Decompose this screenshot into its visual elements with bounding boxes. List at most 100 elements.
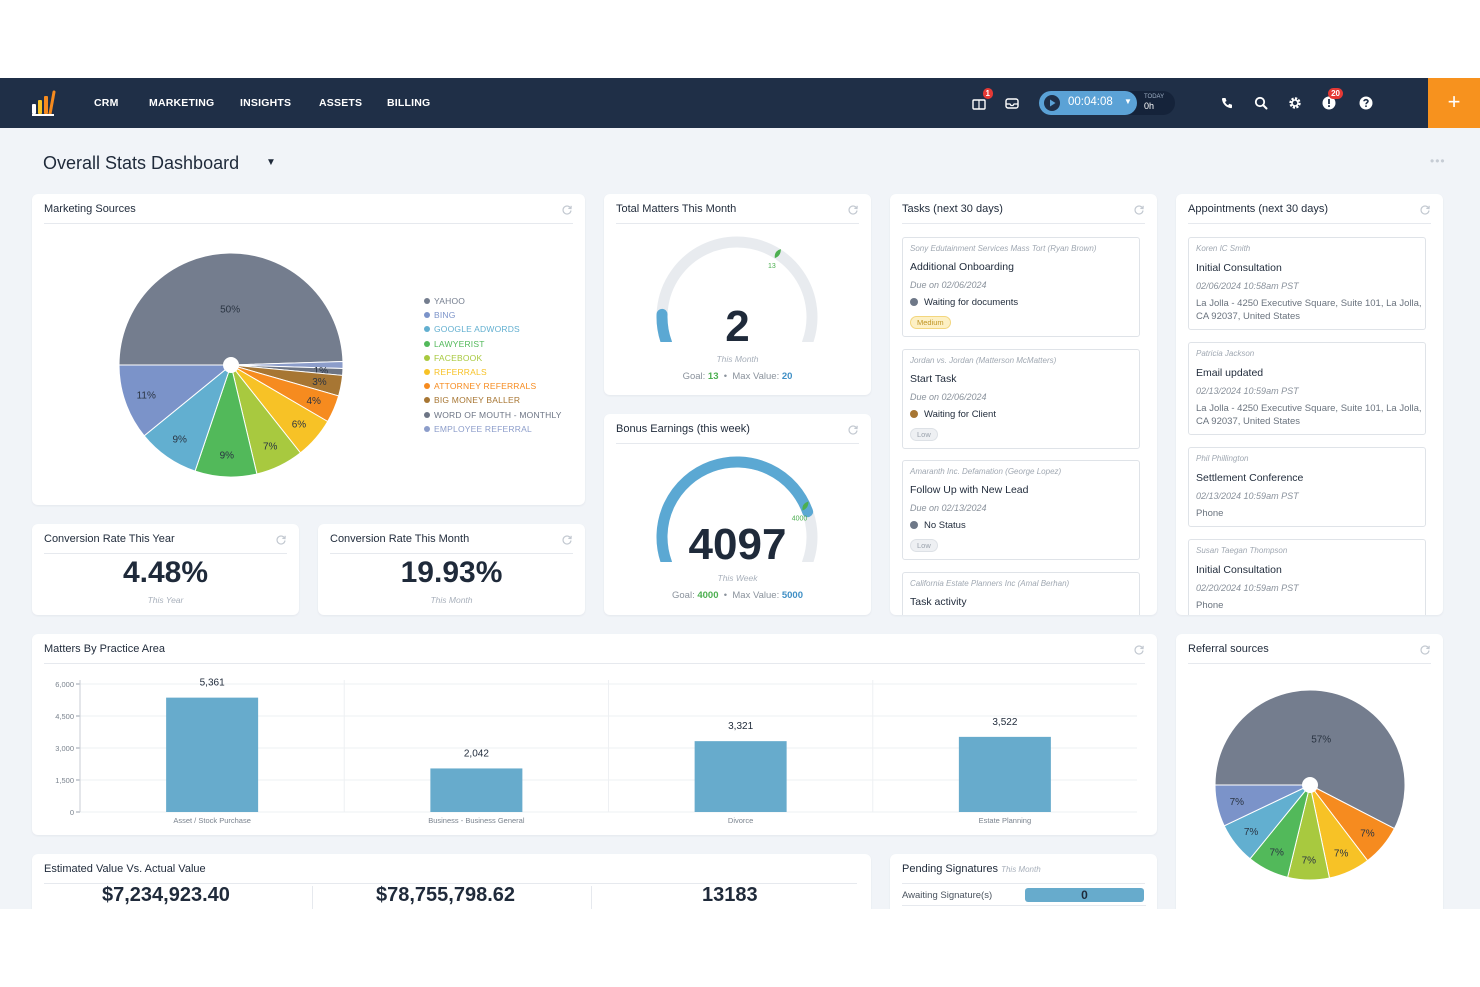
bonus-earnings-goal-line: Goal: 4000 • Max Value: 5000 (672, 590, 803, 601)
legend-dot-icon (424, 425, 430, 432)
appointment-date: 02/13/2024 10:59am PST (1196, 491, 1299, 501)
task-matter: Jordan vs. Jordan (Matterson McMatters) (910, 356, 1057, 365)
task-item[interactable]: Sony Edutainment Services Mass Tort (Rya… (902, 237, 1140, 337)
task-status: Waiting for documents (910, 297, 1018, 308)
alerts-badge: 20 (1328, 88, 1343, 99)
notifications-icon[interactable]: 1 (970, 88, 993, 112)
refresh-icon[interactable] (847, 423, 859, 435)
legend-item[interactable]: WORD OF MOUTH - MONTHLY (424, 410, 562, 424)
timer-today-label: TODAY (1144, 94, 1165, 100)
nav-crm[interactable]: CRM (94, 97, 119, 109)
app-logo[interactable] (30, 88, 58, 118)
divider (44, 553, 287, 554)
signature-row: 0 (902, 907, 1146, 909)
appointment-date: 02/13/2024 10:59am PST (1196, 386, 1299, 396)
timer-pill[interactable]: 00:04:08 ▼ (1039, 91, 1137, 115)
total-matters-value: 2 (725, 302, 750, 351)
y-tick-label: 4,500 (55, 712, 74, 721)
conversion-year-sub: This Year (147, 595, 184, 605)
pie-slice-label: 7% (1230, 797, 1245, 808)
time-tracker[interactable]: 00:04:08 ▼ TODAY 0h (1039, 91, 1175, 115)
appointment-item[interactable]: Patricia Jackson Email updated 02/13/202… (1188, 342, 1426, 435)
pie-slice-7[interactable] (1214, 784, 1311, 827)
legend-item[interactable]: REFERRALS (424, 367, 562, 381)
bar-1[interactable] (166, 697, 259, 812)
legend-item[interactable]: BIG MONEY BALLER (424, 395, 562, 409)
legend-item[interactable]: FACEBOOK (424, 353, 562, 367)
refresh-icon[interactable] (847, 203, 859, 215)
bar-4[interactable] (958, 736, 1051, 812)
appointment-item[interactable]: Susan Taegan Thompson Initial Consultati… (1188, 539, 1426, 615)
card-title: Conversion Rate This Month (330, 533, 470, 545)
estimated-value: $7,234,923.40 (102, 884, 230, 906)
refresh-icon[interactable] (1419, 203, 1431, 215)
bonus-earnings-value: 4097 (688, 520, 787, 569)
task-item[interactable]: Amaranth Inc. Defamation (George Lopez) … (902, 460, 1140, 560)
refresh-icon[interactable] (1419, 643, 1431, 655)
add-new-button[interactable]: + (1428, 78, 1480, 128)
legend-item[interactable]: ATTORNEY REFERRALS (424, 381, 562, 395)
conversion-year-card: Conversion Rate This Year 4.48% This Yea… (32, 524, 299, 615)
nav-insights[interactable]: INSIGHTS (240, 97, 292, 109)
legend-label: LAWYERIST (434, 338, 485, 349)
legend-item[interactable]: BING (424, 310, 562, 324)
total-matters-sub: This Month (716, 354, 759, 364)
pie-slice-label: 7% (1334, 849, 1349, 860)
goal-marker-icon (802, 501, 809, 511)
priority-badge: Low (910, 539, 938, 552)
help-icon[interactable] (1357, 94, 1375, 112)
nav-billing[interactable]: BILLING (387, 97, 431, 109)
task-item[interactable]: Jordan vs. Jordan (Matterson McMatters) … (902, 349, 1140, 449)
legend-item[interactable]: YAHOO (424, 296, 562, 310)
priority-badge: Medium (910, 316, 951, 329)
legend-label: EMPLOYEE REFERRAL (434, 423, 532, 434)
gear-icon[interactable] (1286, 94, 1304, 112)
appointment-date: 02/06/2024 10:58am PST (1196, 281, 1299, 291)
legend-item[interactable]: LAWYERIST (424, 339, 562, 353)
y-tick-label: 6,000 (55, 680, 74, 689)
divider (616, 443, 859, 444)
pie-slice-1[interactable] (118, 252, 344, 366)
appointment-item[interactable]: Phil Phillington Settlement Conference 0… (1188, 447, 1426, 527)
chevron-down-icon[interactable]: ▼ (266, 157, 276, 168)
nav-assets[interactable]: ASSETS (319, 97, 363, 109)
appointment-date: 02/20/2024 10:59am PST (1196, 583, 1299, 593)
legend-item[interactable]: GOOGLE ADWORDS (424, 324, 562, 338)
bar-value-label: 5,361 (200, 678, 225, 689)
signature-count-bar[interactable]: 0 (1025, 888, 1144, 902)
notifications-badge: 1 (982, 88, 993, 99)
legend-label: GOOGLE ADWORDS (434, 324, 520, 335)
inbox-icon[interactable] (1003, 94, 1021, 112)
legend-item[interactable]: EMPLOYEE REFERRAL (424, 424, 562, 438)
pie-slice-label: 7% (1360, 829, 1375, 840)
total-matters-gauge: 13 (656, 236, 818, 342)
task-due: Due on 02/13/2024 (910, 503, 987, 513)
alerts-icon[interactable]: 20 (1320, 88, 1343, 112)
pie-slice-1[interactable] (1214, 689, 1406, 830)
pie-center-dot (223, 357, 239, 373)
refresh-icon[interactable] (275, 533, 287, 545)
chevron-down-icon[interactable]: ▼ (1124, 97, 1132, 106)
nav-marketing[interactable]: MARKETING (149, 97, 215, 109)
refresh-icon[interactable] (561, 533, 573, 545)
goal-value: 13 (707, 371, 719, 382)
task-item[interactable]: California Estate Planners Inc (Amal Ber… (902, 572, 1140, 615)
more-options-icon[interactable]: ••• (1430, 154, 1446, 168)
pie-slice-10[interactable] (118, 364, 233, 437)
refresh-icon[interactable] (1133, 643, 1145, 655)
timer-today-hours: 0h (1144, 101, 1155, 111)
refresh-icon[interactable] (561, 203, 573, 215)
pie-slice-label: 6% (292, 420, 307, 431)
card-title: Conversion Rate This Year (44, 533, 175, 545)
matters-by-area-card: Matters By Practice Area 0 1,500 3,000 4,50… (32, 634, 1157, 835)
bar-2[interactable] (430, 768, 523, 812)
matters-bar-chart: 0 1,500 3,000 4,500 6,000 5,361 Asset / Stock … (55, 678, 1137, 825)
appointment-item[interactable]: Koren IC Smith Initial Consultation 02/0… (1188, 237, 1426, 330)
phone-icon[interactable] (1218, 94, 1236, 112)
play-icon[interactable] (1044, 95, 1060, 111)
appointment-client: Koren IC Smith (1196, 244, 1251, 253)
refresh-icon[interactable] (1133, 203, 1145, 215)
search-icon[interactable] (1252, 94, 1270, 112)
divider (1188, 663, 1431, 664)
bar-3[interactable] (694, 741, 787, 812)
